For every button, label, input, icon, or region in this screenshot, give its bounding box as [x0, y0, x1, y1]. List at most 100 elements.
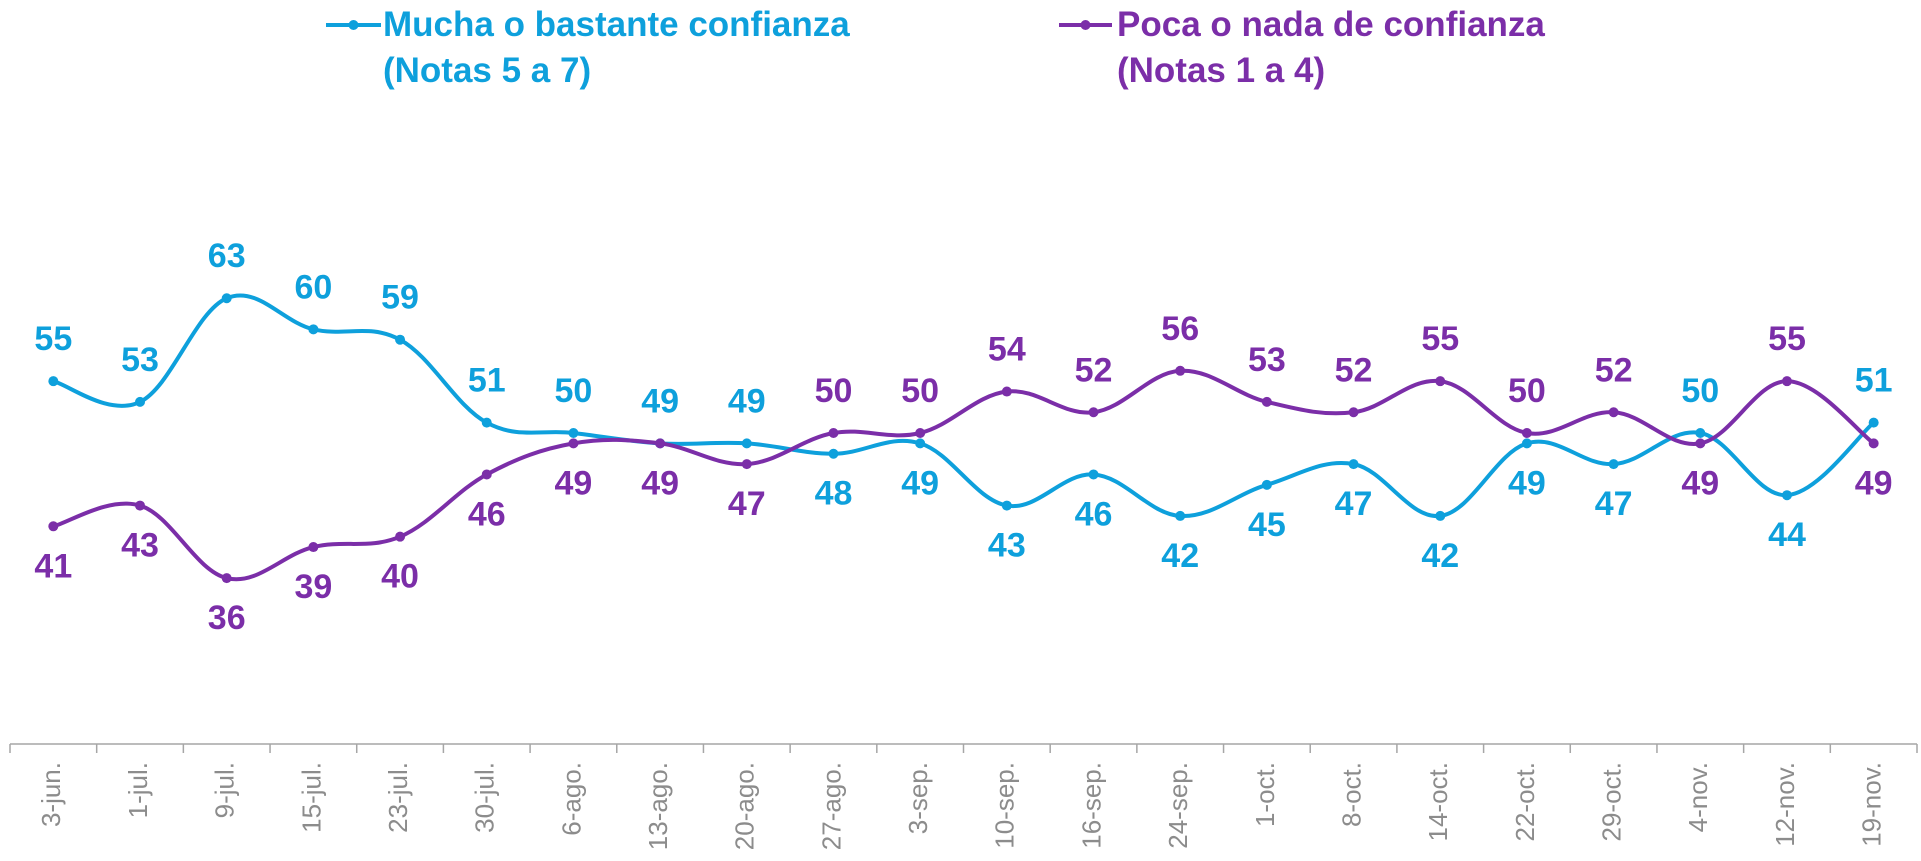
data-point — [1608, 407, 1619, 418]
x-tick-label: 1-oct. — [1250, 762, 1280, 827]
series-line — [52, 293, 1875, 518]
data-label: 43 — [988, 527, 1026, 565]
data-point — [1348, 459, 1359, 470]
series-line — [52, 368, 1875, 582]
x-tick-label: 15-jul. — [296, 762, 326, 833]
data-label: 41 — [34, 547, 72, 585]
data-label: 56 — [1161, 310, 1199, 348]
x-tick-label: 3-jun. — [36, 762, 66, 827]
x-tick-label: 27-ago. — [816, 762, 846, 850]
data-point — [221, 573, 232, 584]
data-point — [1088, 407, 1099, 418]
data-point — [1435, 510, 1446, 521]
data-point — [1868, 438, 1879, 449]
data-label: 43 — [121, 527, 159, 565]
data-point — [1261, 479, 1272, 490]
data-label: 46 — [1075, 495, 1113, 533]
x-tick-label: 13-ago. — [643, 762, 673, 850]
x-tick-label: 19-nov. — [1857, 762, 1887, 847]
data-point — [741, 438, 752, 449]
data-label: 50 — [1681, 372, 1719, 410]
data-label: 47 — [1335, 485, 1373, 523]
legend-marker — [1080, 20, 1091, 30]
x-tick-label: 23-jul. — [383, 762, 413, 833]
x-tick-label: 24-sep. — [1163, 762, 1193, 849]
data-point — [1781, 376, 1792, 387]
data-point — [135, 500, 146, 511]
data-point — [308, 542, 319, 553]
data-point — [48, 376, 59, 387]
data-label: 50 — [1508, 372, 1546, 410]
data-label: 63 — [208, 237, 246, 275]
x-tick-label: 9-jul. — [210, 762, 240, 818]
data-point — [481, 417, 492, 428]
data-label: 49 — [1681, 464, 1719, 502]
x-tick-label: 4-nov. — [1683, 762, 1713, 832]
data-label: 49 — [1508, 464, 1546, 502]
data-point — [308, 324, 319, 335]
data-label: 48 — [815, 475, 853, 513]
data-point — [1001, 386, 1012, 397]
data-point — [655, 438, 666, 449]
legend-label: Poca o nada de confianza (Notas 1 a 4) — [1117, 5, 1545, 90]
x-tick-label: 6-ago. — [556, 762, 586, 836]
data-label: 49 — [641, 382, 679, 420]
data-label: 42 — [1161, 537, 1199, 575]
data-label: 55 — [1421, 320, 1459, 358]
data-label: 51 — [1855, 362, 1893, 400]
data-point — [395, 531, 406, 542]
data-point — [1608, 459, 1619, 470]
data-label: 52 — [1595, 351, 1633, 389]
x-tick-label: 29-oct. — [1596, 762, 1626, 842]
x-tick-label: 14-oct. — [1423, 762, 1453, 842]
data-label: 60 — [294, 268, 332, 306]
x-tick-label: 1-jul. — [123, 762, 153, 818]
data-label: 55 — [1768, 320, 1806, 358]
data-point — [828, 448, 839, 459]
data-point — [481, 469, 492, 480]
data-point — [1175, 365, 1186, 376]
data-label: 52 — [1335, 351, 1373, 389]
data-label: 59 — [381, 279, 419, 317]
data-label: 52 — [1075, 351, 1113, 389]
data-label: 50 — [555, 372, 593, 410]
legend-label: Mucha o bastante confianza (Notas 5 a 7) — [383, 5, 850, 90]
data-point — [1695, 438, 1706, 449]
data-label: 39 — [294, 568, 332, 606]
data-label: 49 — [728, 382, 766, 420]
data-point — [1868, 417, 1879, 428]
x-tick-label: 12-nov. — [1770, 762, 1800, 847]
data-label: 50 — [815, 372, 853, 410]
data-point — [1001, 500, 1012, 511]
data-label: 53 — [1248, 341, 1286, 379]
data-point — [1695, 428, 1706, 438]
legend-marker — [348, 20, 359, 30]
data-point — [915, 428, 926, 438]
data-label: 53 — [121, 341, 159, 379]
x-tick-label: 30-jul. — [470, 762, 500, 833]
data-point — [1781, 490, 1792, 501]
data-label: 50 — [901, 372, 939, 410]
data-label: 40 — [381, 558, 419, 596]
data-point — [1175, 510, 1186, 521]
x-tick-label: 16-sep. — [1076, 762, 1106, 849]
data-label: 55 — [34, 320, 72, 358]
data-point — [915, 438, 926, 449]
data-point — [568, 428, 579, 438]
data-label: 36 — [208, 599, 246, 637]
data-label: 44 — [1768, 516, 1806, 554]
x-tick-label: 10-sep. — [990, 762, 1020, 849]
x-tick-label: 22-oct. — [1510, 762, 1540, 842]
data-point — [135, 396, 146, 407]
data-label: 51 — [468, 362, 506, 400]
data-point — [395, 334, 406, 345]
data-label: 49 — [555, 464, 593, 502]
data-point — [1521, 438, 1532, 449]
data-point — [1348, 407, 1359, 418]
data-label: 54 — [988, 331, 1026, 369]
data-point — [1521, 428, 1532, 438]
data-point — [568, 438, 579, 449]
data-point — [1088, 469, 1099, 480]
